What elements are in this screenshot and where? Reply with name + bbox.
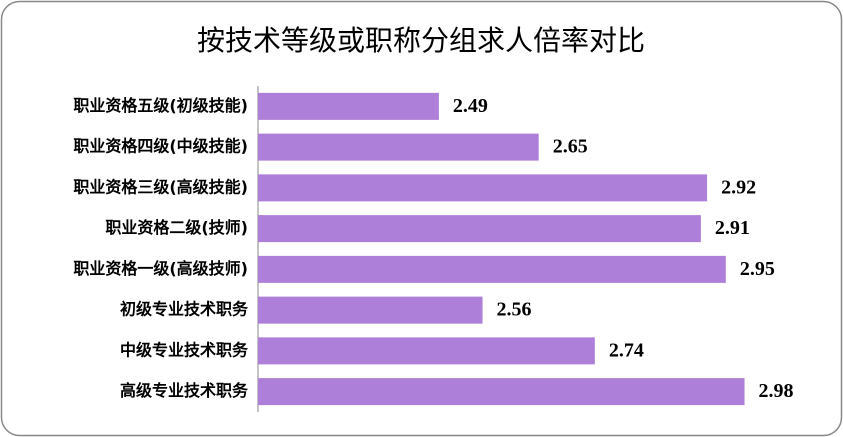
- chart-title: 按技术等级或职称分组求人倍率对比: [197, 24, 645, 57]
- value-label: 2.92: [721, 176, 756, 198]
- category-label: 职业资格二级(技师): [105, 218, 248, 237]
- bar: [258, 255, 726, 283]
- bar: [258, 133, 539, 161]
- bar: [258, 92, 439, 120]
- category-label: 职业资格三级(高级技能): [73, 177, 248, 196]
- category-label: 职业资格五级(初级技能): [73, 96, 248, 115]
- bar: [258, 215, 701, 243]
- bar: [258, 378, 745, 406]
- bar: [258, 296, 483, 324]
- value-label: 2.56: [497, 299, 532, 321]
- value-label: 2.74: [609, 339, 644, 361]
- category-label: 高级专业技术职务: [120, 381, 249, 400]
- value-label: 2.49: [453, 95, 488, 117]
- value-label: 2.98: [759, 380, 794, 402]
- value-label: 2.91: [715, 217, 750, 239]
- category-label: 初级专业技术职务: [120, 300, 249, 319]
- category-label: 职业资格四级(中级技能): [73, 137, 248, 156]
- value-label: 2.65: [553, 136, 588, 158]
- bar: [258, 174, 708, 202]
- category-label: 职业资格一级(高级技师): [73, 259, 248, 278]
- category-label: 中级专业技术职务: [120, 340, 249, 359]
- value-label: 2.95: [740, 258, 775, 280]
- bar: [258, 337, 595, 365]
